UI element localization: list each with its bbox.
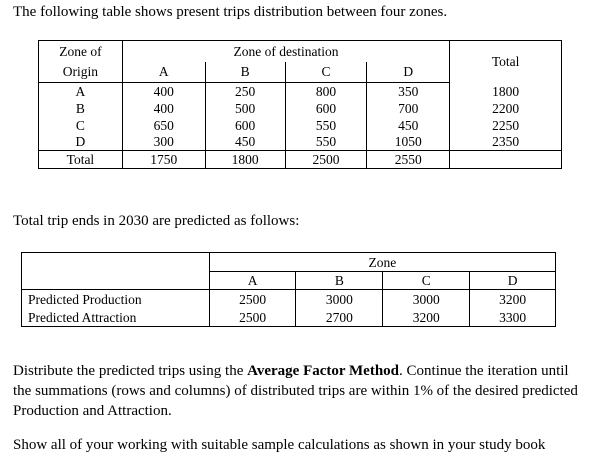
cell: 500 <box>204 99 286 117</box>
row-label: B <box>38 99 123 117</box>
method-name-bold: Average Factor Method <box>247 363 400 379</box>
paragraph-text-end: . Continue the iteration until the summa… <box>13 363 578 419</box>
row-label: Predicted Production <box>21 289 210 309</box>
row-label: A <box>38 82 123 100</box>
blank-header-cell <box>21 271 210 290</box>
table-row: A 400 250 800 350 1800 <box>38 82 562 100</box>
cell: 2500 <box>208 308 297 327</box>
row-total: 1800 <box>449 82 562 100</box>
table-row: D 300 450 550 1050 2350 <box>38 133 562 151</box>
cell: 800 <box>284 82 367 100</box>
cell: 2500 <box>208 289 297 309</box>
zone-header: Zone <box>208 252 557 272</box>
row-label: Predicted Attraction <box>21 308 210 327</box>
total-header: Total <box>449 40 562 83</box>
col-header-b: B <box>295 271 384 290</box>
col-header-c: C <box>284 61 367 83</box>
total-row-label: Total <box>38 150 123 169</box>
present-trips-table: Zone of Zone of destination Total Origin… <box>38 40 562 169</box>
column-total: 1800 <box>204 150 286 169</box>
cell: 700 <box>366 99 450 117</box>
cell: 3200 <box>382 308 471 327</box>
table-row: B 400 500 600 700 2200 <box>38 99 562 117</box>
instructions-paragraph: Distribute the predicted trips using the… <box>13 361 585 421</box>
cell: 3200 <box>469 289 556 309</box>
cell: 650 <box>121 116 206 134</box>
cell: 400 <box>121 99 206 117</box>
origin-header-line1: Zone of <box>38 40 123 62</box>
col-header-c: C <box>382 271 471 290</box>
row-total: 2350 <box>449 133 562 151</box>
predicted-intro-text: Total trip ends in 2030 are predicted as… <box>13 213 300 229</box>
predicted-trip-ends-table: Zone A B C D Predicted Production 2500 3… <box>21 252 557 327</box>
totals-row: Total 1750 1800 2500 2550 <box>38 150 562 169</box>
table-row: Predicted Attraction 2500 2700 3200 3300 <box>21 308 556 327</box>
cell: 300 <box>121 133 206 151</box>
col-header-d: D <box>366 61 450 83</box>
col-header-a: A <box>121 61 206 83</box>
cell: 450 <box>204 133 286 151</box>
cell: 550 <box>284 116 367 134</box>
row-label: C <box>38 116 123 134</box>
grand-total-cell <box>449 150 562 169</box>
col-header-a: A <box>208 271 297 290</box>
row-total: 2250 <box>449 116 562 134</box>
working-note: Show all of your working with suitable s… <box>13 437 546 453</box>
col-header-d: D <box>469 271 556 290</box>
cell: 250 <box>204 82 286 100</box>
intro-text: The following table shows present trips … <box>13 4 448 20</box>
cell: 3000 <box>382 289 471 309</box>
cell: 450 <box>366 116 450 134</box>
table-row: C 650 600 550 450 2250 <box>38 116 562 134</box>
cell: 1050 <box>366 133 450 151</box>
paragraph-text-start: Distribute the predicted trips using the <box>13 363 248 379</box>
row-total: 2200 <box>449 99 562 117</box>
table-row: Predicted Production 2500 3000 3000 3200 <box>21 289 556 309</box>
cell: 3300 <box>469 308 556 327</box>
row-label: D <box>38 133 123 151</box>
cell: 600 <box>204 116 286 134</box>
column-total: 1750 <box>121 150 206 169</box>
cell: 600 <box>284 99 367 117</box>
cell: 3000 <box>295 289 384 309</box>
column-total: 2550 <box>366 150 450 169</box>
column-total: 2500 <box>284 150 367 169</box>
cell: 550 <box>284 133 367 151</box>
col-header-b: B <box>204 61 286 83</box>
blank-header-cell <box>21 252 210 272</box>
cell: 400 <box>121 82 206 100</box>
cell: 2700 <box>295 308 384 327</box>
origin-header-line2: Origin <box>38 61 123 83</box>
cell: 350 <box>366 82 450 100</box>
destination-header: Zone of destination <box>121 40 450 62</box>
